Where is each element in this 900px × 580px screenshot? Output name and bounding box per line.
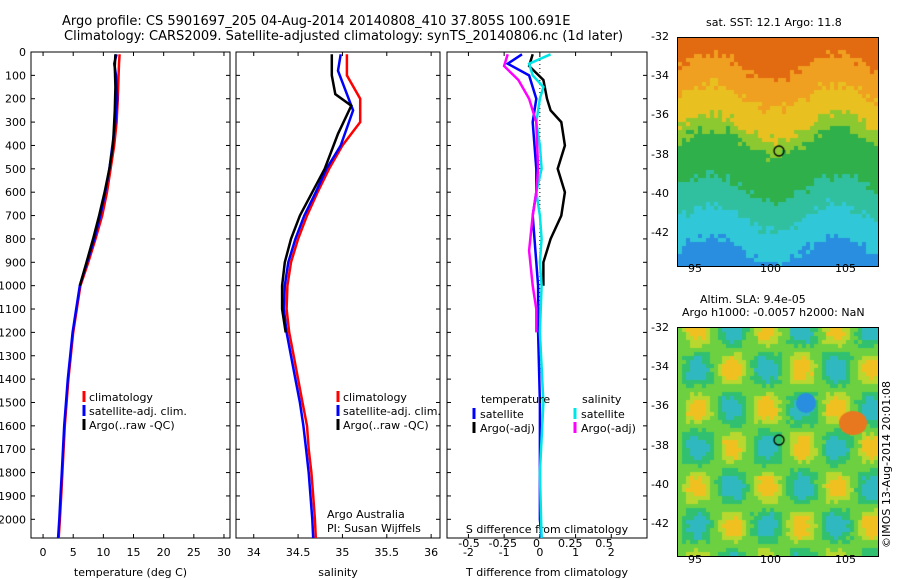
x-tick-label: -2: [463, 546, 474, 559]
x-tick-label: 25: [187, 546, 201, 559]
map-ytick-label: -38: [651, 438, 669, 452]
map-xtick-label: 105: [835, 553, 856, 566]
map-ytick-label: -40: [651, 477, 669, 491]
depth-tick-label: 800: [5, 233, 26, 246]
x-tick-label: 0: [536, 546, 543, 559]
depth-tick-label: 2000: [0, 513, 26, 526]
panel-annotation: Argo Australia: [327, 508, 405, 521]
x-tick-label: 1: [572, 546, 579, 559]
s-tick-label: 0.25: [558, 537, 583, 550]
panel-annotation: PI: Susan Wijffels: [327, 522, 421, 535]
depth-tick-label: 500: [5, 163, 26, 176]
legend-title-temperature: temperature: [481, 393, 550, 406]
legend-entry: Argo(..raw -QC): [343, 419, 429, 432]
depth-tick-label: 900: [5, 256, 26, 269]
s-tick-label: -0.5: [458, 537, 479, 550]
depth-tick-label: 200: [5, 93, 26, 106]
x-axis-label: salinity: [318, 566, 358, 579]
depth-tick-label: 400: [5, 139, 26, 152]
map-ytick-label: -42: [651, 226, 669, 239]
legend-entry: satellite: [581, 408, 625, 421]
depth-tick-label: 1500: [0, 396, 26, 409]
depth-tick-label: 100: [5, 69, 26, 82]
depth-tick-label: 700: [5, 210, 26, 223]
series-line-satellite-adj--clim-: [282, 54, 355, 539]
legend-entry: Argo(-adj): [581, 422, 636, 435]
legend-entry: Argo(-adj): [480, 422, 535, 435]
legend-title-salinity: salinity: [582, 393, 622, 406]
map-ytick-label: -40: [651, 186, 669, 200]
sst-map: [677, 37, 879, 267]
plot-frame-0: [30, 51, 231, 539]
x-tick-label: 36: [424, 546, 438, 559]
x-tick-label: 34.5: [286, 546, 311, 559]
s-diff-label: S difference from climatology: [466, 523, 629, 536]
sla-map: [677, 327, 879, 557]
series-line-argo--adj-: [502, 53, 540, 333]
depth-tick-label: 1200: [0, 326, 26, 339]
x-tick-label: 20: [157, 546, 171, 559]
x-tick-label: 10: [96, 546, 110, 559]
map-xtick-label: 95: [688, 553, 702, 566]
plot-frame-2: [446, 51, 648, 539]
depth-tick-label: 0: [19, 46, 26, 59]
title-line2: Climatology: CARS2009. Satellite-adjuste…: [64, 29, 624, 44]
series-line-argo---raw--qc-: [280, 54, 353, 333]
x-tick-label: 35.5: [375, 546, 400, 559]
s-tick-label: -0.25: [489, 537, 517, 550]
x-tick-label: 35: [335, 546, 349, 559]
depth-tick-label: 1000: [0, 280, 26, 293]
sla-map-subtitle: Argo h1000: -0.0057 h2000: NaN: [682, 306, 865, 319]
s-tick-label: 0: [533, 537, 540, 550]
depth-tick-label: 1600: [0, 420, 26, 433]
map-ytick-label: -42: [651, 517, 669, 530]
map-ytick-label: -36: [651, 108, 669, 122]
x-tick-label: 34: [247, 546, 261, 559]
legend-entry: climatology: [89, 391, 153, 404]
map-ytick-label: -38: [651, 147, 669, 161]
sla-map-title: Altim. SLA: 9.4e-05: [700, 293, 806, 306]
x-tick-label: -1: [499, 546, 510, 559]
series-line-argo--adj-: [527, 53, 567, 286]
map-xtick-label: 105: [835, 262, 856, 275]
map-ytick-label: -34: [651, 69, 669, 83]
legend-entry: satellite: [480, 408, 524, 421]
legend-entry: climatology: [343, 391, 407, 404]
depth-tick-label: 1800: [0, 467, 26, 480]
depth-tick-label: 1700: [0, 443, 26, 456]
s-tick-label: 0.5: [595, 537, 613, 550]
depth-tick-label: 300: [5, 116, 26, 129]
series-line-climatology: [285, 54, 362, 539]
legend-entry: satellite-adj. clim.: [89, 405, 187, 418]
depth-tick-label: 1900: [0, 490, 26, 503]
legend-entry: Argo(..raw -QC): [89, 419, 175, 432]
x-tick-label: 5: [70, 546, 77, 559]
depth-tick-label: 600: [5, 186, 26, 199]
x-tick-label: 2: [608, 546, 615, 559]
x-tick-label: 0: [40, 546, 47, 559]
map-ytick-label: -34: [651, 360, 669, 374]
map-xtick-label: 95: [688, 262, 702, 275]
map-ytick-label: -32: [651, 321, 669, 334]
sst-map-title: sat. SST: 12.1 Argo: 11.8: [706, 16, 842, 29]
x-tick-label: 15: [127, 546, 141, 559]
title-line1: Argo profile: CS 5901697_205 04-Aug-2014…: [62, 14, 571, 29]
depth-tick-label: 1400: [0, 373, 26, 386]
legend-entry: satellite-adj. clim.: [343, 405, 441, 418]
map-ytick-label: -36: [651, 399, 669, 413]
x-axis-label: temperature (deg C): [74, 566, 187, 579]
imos-timestamp-label: ©IMOS 13-Aug-2014 20:01:08: [880, 381, 893, 548]
map-xtick-label: 100: [760, 553, 781, 566]
depth-tick-label: 1100: [0, 303, 26, 316]
map-xtick-label: 100: [760, 262, 781, 275]
depth-tick-label: 1300: [0, 350, 26, 363]
series-line-argo---raw--qc-: [78, 54, 117, 287]
plot-frame-1: [235, 51, 441, 539]
x-axis-label: T difference from climatology: [465, 566, 628, 579]
map-ytick-label: -32: [651, 30, 669, 43]
x-tick-label: 30: [217, 546, 231, 559]
